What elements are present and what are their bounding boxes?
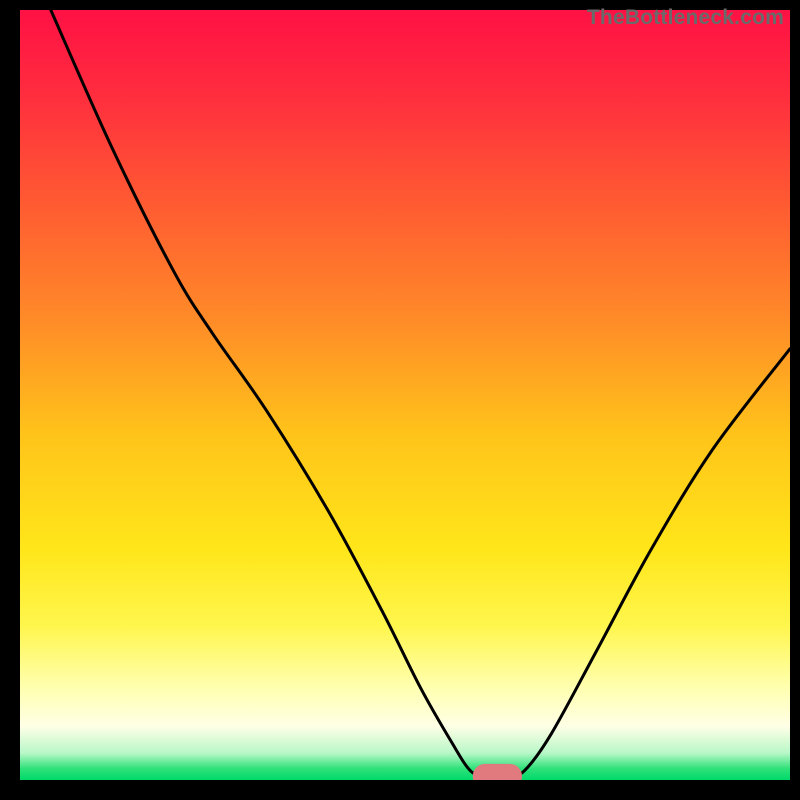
chart-container (20, 10, 790, 780)
watermark-text: TheBottleneck.com (587, 6, 784, 30)
chart-background (20, 10, 790, 780)
optimal-point-marker (473, 764, 522, 780)
bottleneck-chart (20, 10, 790, 780)
